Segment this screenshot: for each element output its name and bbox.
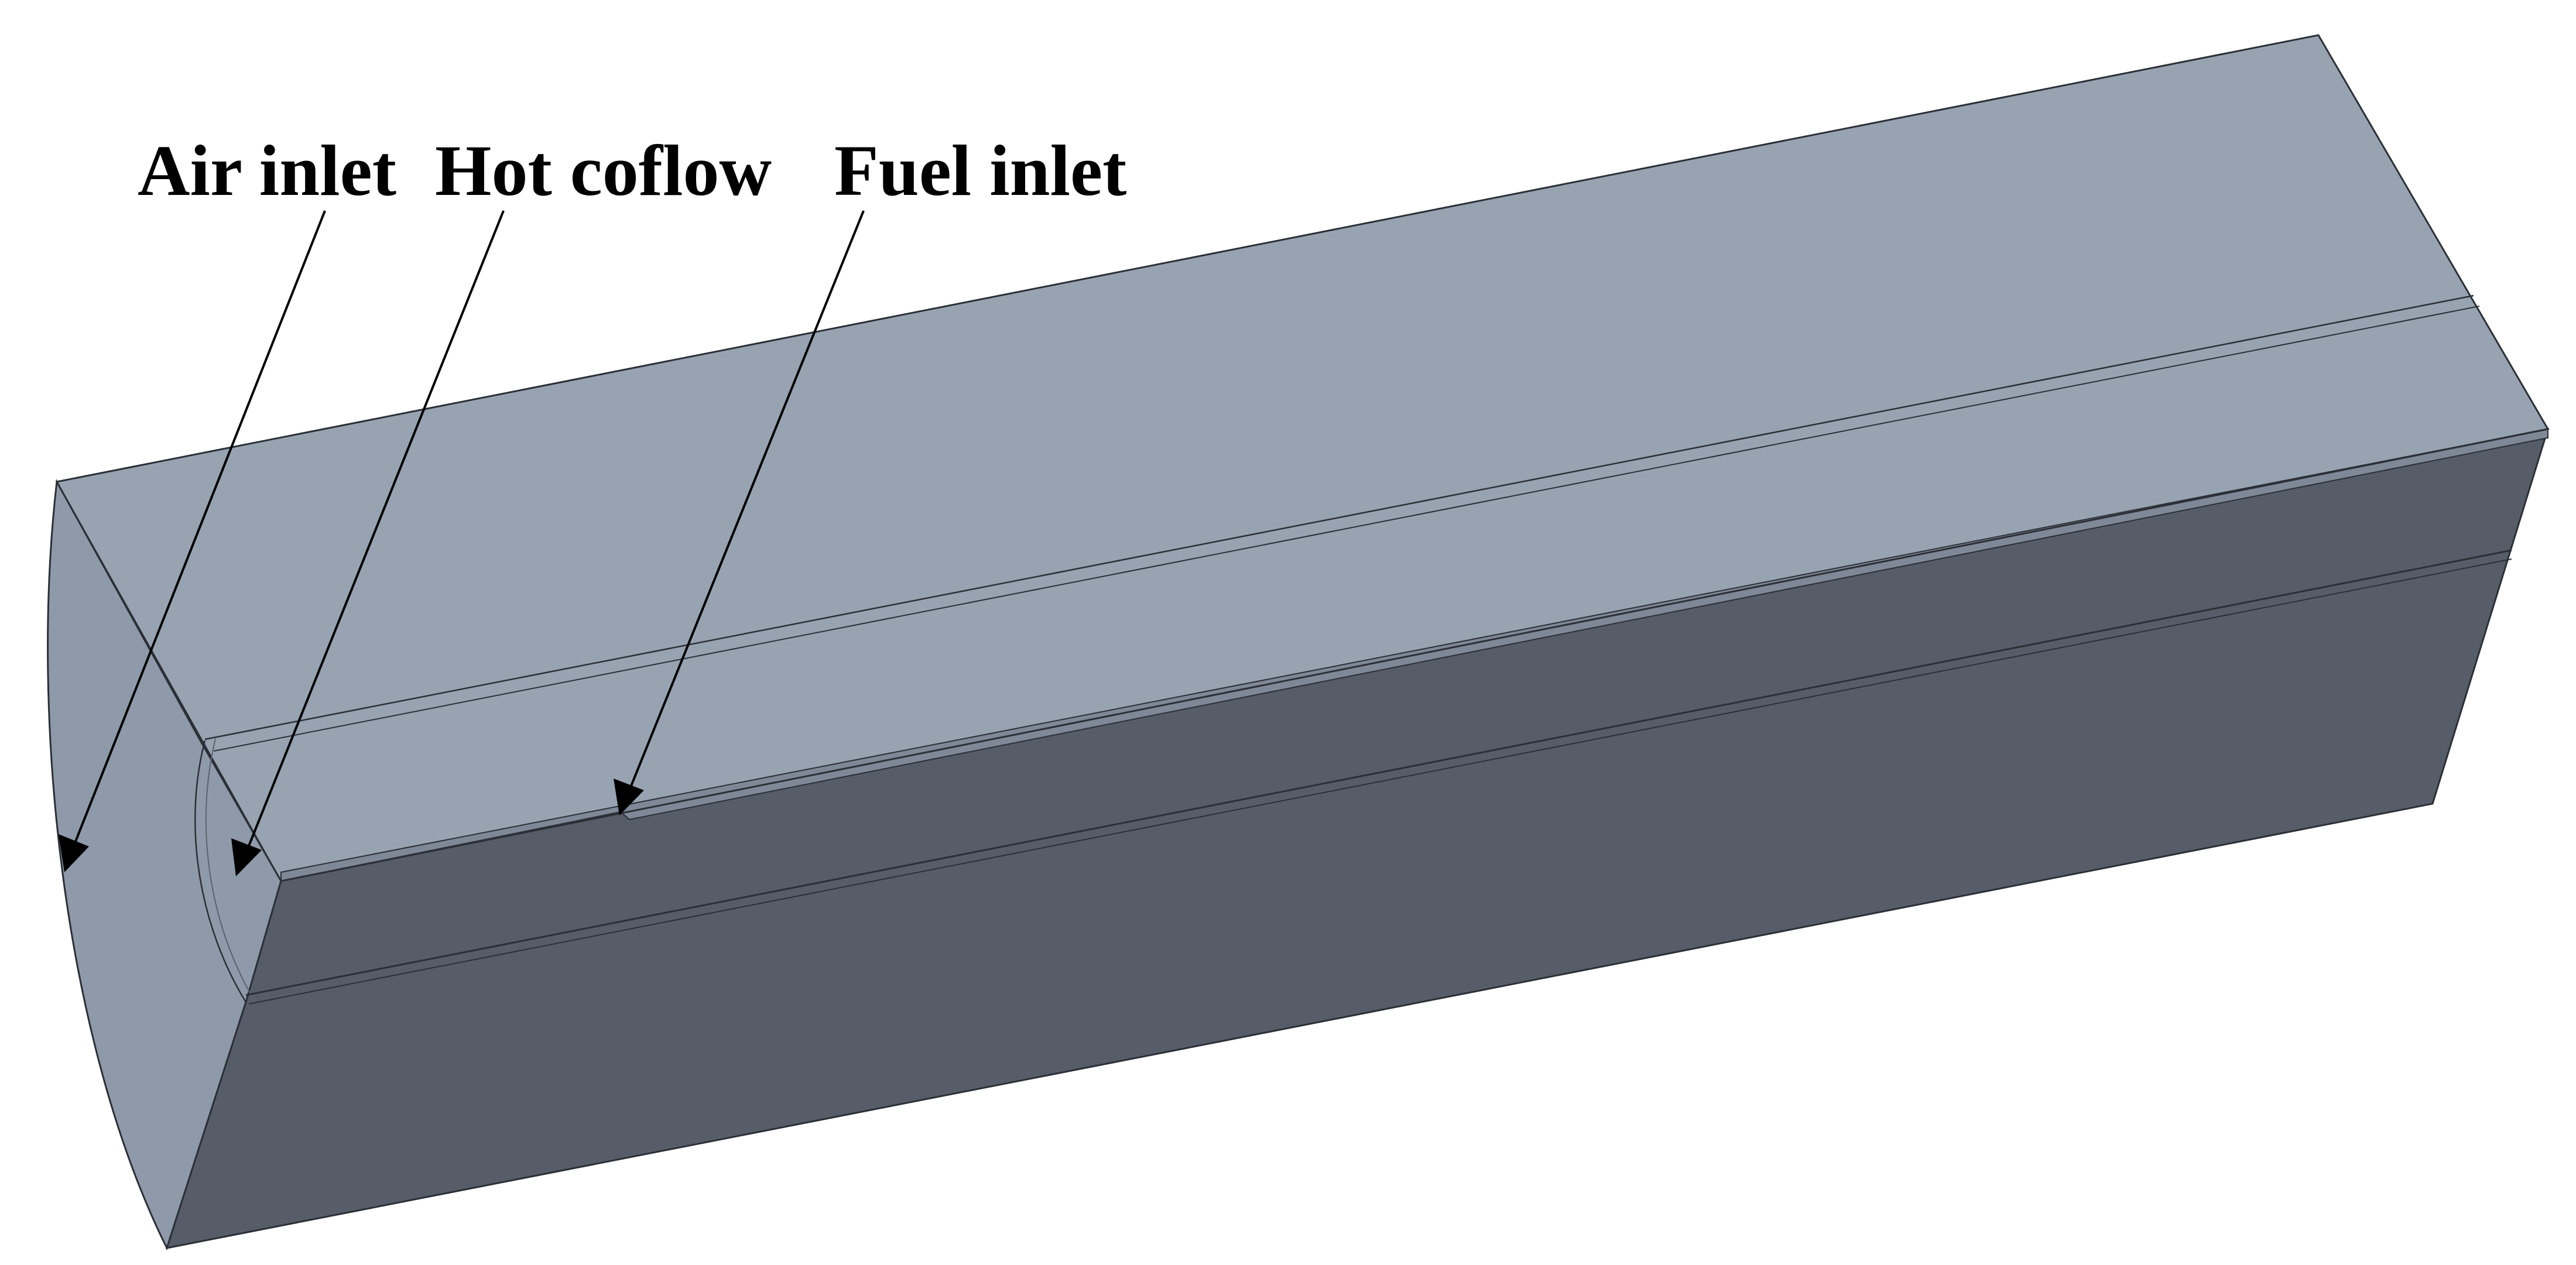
inlet-diagonal-edge	[56, 481, 282, 882]
hot-coflow-label: Hot coflow	[435, 131, 772, 211]
air-inlet-label: Air inlet	[138, 131, 396, 211]
inlet-face	[47, 479, 282, 1250]
fuel-inlet-arrowhead	[614, 779, 644, 815]
top-strip-line-2	[213, 306, 2480, 752]
top-strip-line-1	[204, 294, 2474, 741]
side-strip-line-2	[248, 558, 2512, 1005]
air-inlet-arrow-line	[74, 210, 326, 844]
fuel-inlet-arrow-line	[629, 210, 865, 788]
hot-coflow-arrowhead	[231, 838, 262, 876]
side-strip-line-1	[245, 549, 2512, 996]
coflow-arc-boundary-inner	[205, 738, 254, 999]
fuel-slot-edge	[280, 428, 2548, 882]
fuel-inlet-label: Fuel inlet	[834, 131, 1126, 211]
air-inlet-arrowhead	[59, 834, 89, 872]
hot-coflow-arrow-line	[248, 210, 505, 846]
coflow-arc-boundary	[194, 740, 247, 1003]
